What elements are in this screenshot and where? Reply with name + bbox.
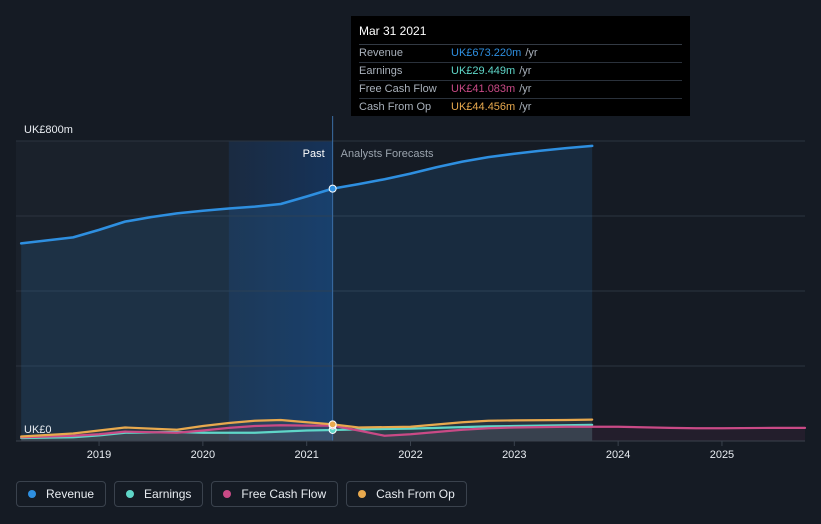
legend-item-earnings[interactable]: Earnings xyxy=(114,481,204,507)
legend-label: Revenue xyxy=(46,487,95,501)
tooltip-series-unit: /yr xyxy=(519,101,532,113)
legend-label: Cash From Op xyxy=(376,487,455,501)
past-label: Past xyxy=(303,148,325,160)
x-tick-label-3: 2022 xyxy=(398,449,422,461)
chart-legend: Revenue Earnings Free Cash Flow Cash From O… xyxy=(16,481,467,507)
series-line-cash-from-op xyxy=(20,418,594,438)
tooltip-series-name: Cash From Op xyxy=(359,101,432,113)
x-tick-label-6: 2025 xyxy=(710,449,734,461)
x-tick-label-5: 2024 xyxy=(606,449,630,461)
x-tick-label-0: 2019 xyxy=(87,449,111,461)
legend-dot-icon xyxy=(358,490,367,498)
x-tick-label-1: 2020 xyxy=(191,449,215,461)
legend-item-revenue[interactable]: Revenue xyxy=(16,481,107,507)
legend-item-cash-from-op[interactable]: Cash From Op xyxy=(346,481,467,507)
y-tick-label-0: UK£800m xyxy=(24,124,73,136)
tooltip-series-unit: /yr xyxy=(519,65,532,77)
forecast-label: Analysts Forecasts xyxy=(341,148,434,160)
chart-tooltip: Mar 31 2021 Revenue UK£673.220m/yr Earning… xyxy=(351,16,690,116)
legend-label: Free Cash Flow xyxy=(241,487,327,501)
tooltip-date: Mar 31 2021 xyxy=(359,24,682,45)
legend-dot-icon xyxy=(223,490,232,498)
marker-cash-from-op xyxy=(328,420,337,429)
legend-label: Earnings xyxy=(144,487,192,501)
tooltip-series-value: UK£29.449m xyxy=(451,65,516,77)
tooltip-series-unit: /yr xyxy=(525,47,538,59)
series-line-free-cash-flow xyxy=(20,424,807,439)
tooltip-row: Revenue UK£673.220m/yr xyxy=(359,45,682,63)
tooltip-series-value: UK£44.456m xyxy=(451,101,516,113)
tooltip-series-value: UK£673.220m xyxy=(451,47,522,59)
tooltip-series-value: UK£41.083m xyxy=(451,83,516,95)
x-tick-label-4: 2023 xyxy=(502,449,526,461)
tooltip-series-name: Free Cash Flow xyxy=(359,83,437,95)
series-line-earnings xyxy=(20,423,594,440)
chart-area: UK£800m UK£0 2019 2020 2021 2022 2023 2024 2025 P… xyxy=(16,116,807,461)
legend-dot-icon xyxy=(126,490,135,498)
area-0 xyxy=(21,424,593,441)
legend-item-free-cash-flow[interactable]: Free Cash Flow xyxy=(211,481,339,507)
y-tick-label-1: UK£0 xyxy=(24,424,52,436)
tooltip-row: Free Cash Flow UK£41.083m/yr xyxy=(359,81,682,99)
legend-dot-icon xyxy=(28,490,36,498)
tooltip-row: Earnings UK£29.449m/yr xyxy=(359,63,682,81)
marker-revenue xyxy=(328,184,337,193)
x-tick-label-2: 2021 xyxy=(294,449,318,461)
revenue-area xyxy=(21,145,593,441)
series-line-revenue xyxy=(19,144,594,245)
tooltip-row: Cash From Op UK£44.456m/yr xyxy=(359,99,682,116)
tooltip-series-name: Earnings xyxy=(359,65,403,77)
tooltip-series-unit: /yr xyxy=(519,83,532,95)
tooltip-series-name: Revenue xyxy=(359,47,404,59)
